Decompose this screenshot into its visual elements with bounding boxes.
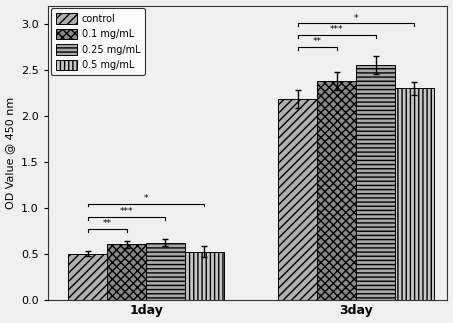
Bar [279,99,317,300]
Text: **: ** [313,37,322,47]
Bar [107,245,146,300]
Text: *: * [144,194,148,203]
Text: **: ** [103,219,112,228]
Legend: control, 0.1 mg/mL, 0.25 mg/mL, 0.5 mg/mL: control, 0.1 mg/mL, 0.25 mg/mL, 0.5 mg/m… [51,8,145,75]
Y-axis label: OD Value @ 450 nm: OD Value @ 450 nm [5,97,15,209]
Bar [146,243,185,300]
Bar [317,81,356,300]
Bar [185,252,224,300]
Bar [68,254,107,300]
Text: ***: *** [330,26,343,35]
Bar [395,88,434,300]
Bar [356,65,395,300]
Text: ***: *** [120,207,133,216]
Text: *: * [354,14,358,23]
